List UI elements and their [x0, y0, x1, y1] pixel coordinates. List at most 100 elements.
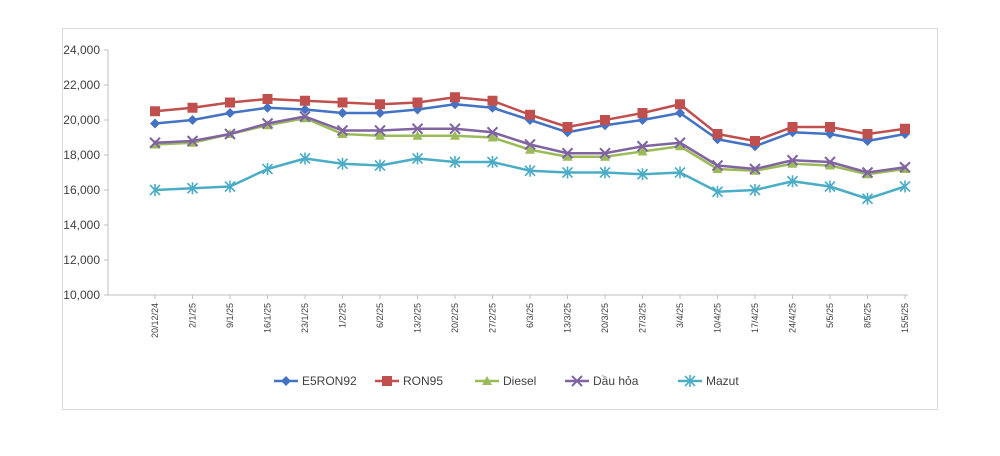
data-point: [674, 137, 686, 149]
data-point: [487, 95, 498, 106]
data-point: [186, 182, 199, 195]
data-point: [862, 129, 873, 139]
data-point: [337, 129, 348, 138]
data-point: [636, 168, 649, 181]
data-point: [861, 192, 874, 205]
data-point: [562, 151, 573, 161]
x-tick-label: 23/1/25: [300, 303, 310, 333]
data-point: [861, 166, 874, 179]
data-point: [749, 163, 761, 175]
x-tick-label: 27/3/25: [638, 303, 648, 333]
data-point: [599, 147, 611, 159]
data-point: [411, 123, 424, 135]
x-tick-label: 13/2/25: [413, 303, 423, 333]
data-point: [636, 140, 649, 152]
data-point: [900, 123, 910, 134]
data-point: [600, 151, 610, 161]
y-tick-label: 16,000: [63, 183, 100, 197]
data-point: [824, 180, 836, 193]
data-point: [374, 124, 386, 137]
data-point: [261, 117, 274, 130]
data-point: [600, 115, 610, 125]
data-point: [412, 130, 423, 140]
data-point: [487, 132, 498, 142]
x-tick-label: 8/5/25: [863, 303, 873, 328]
data-point: [450, 130, 460, 140]
x-tick-label: 24/4/25: [788, 303, 798, 333]
data-point: [449, 156, 461, 168]
data-point: [711, 159, 724, 172]
legend-marker: [482, 376, 492, 385]
data-point: [300, 104, 310, 115]
data-point: [299, 110, 311, 123]
x-tick-label: 20/2/25: [450, 303, 460, 333]
legend-marker: [571, 375, 583, 387]
x-tick-label: 3/4/25: [675, 303, 685, 328]
data-point: [749, 184, 761, 196]
x-tick-label: 15/5/25: [900, 303, 910, 333]
data-point: [899, 161, 911, 173]
data-point: [786, 154, 799, 166]
x-tick-label: 5/5/25: [825, 303, 835, 328]
data-point: [149, 137, 161, 149]
data-point: [786, 175, 799, 188]
data-point: [337, 108, 348, 118]
x-tick-label: 13/3/25: [563, 303, 573, 333]
x-tick-label: 6/2/25: [375, 303, 385, 328]
x-tick-label: 20/3/25: [600, 303, 610, 333]
data-point: [562, 122, 573, 132]
data-point: [711, 185, 724, 198]
data-point: [712, 164, 723, 173]
y-tick-label: 24,000: [63, 43, 100, 57]
data-point: [561, 166, 574, 179]
data-point: [375, 99, 385, 110]
legend-label: E5RON92: [302, 374, 357, 388]
data-point: [187, 102, 198, 113]
data-point: [375, 108, 385, 118]
x-tick-label: 17/4/25: [750, 303, 760, 333]
data-point: [899, 180, 911, 193]
y-tick-label: 20,000: [63, 113, 100, 127]
data-point: [375, 130, 385, 140]
data-point: [674, 166, 686, 179]
data-point: [787, 122, 798, 132]
data-point: [412, 97, 423, 108]
data-point: [525, 144, 535, 154]
data-point: [299, 152, 311, 165]
data-point: [637, 108, 648, 118]
data-point: [224, 180, 236, 193]
data-point: [524, 164, 536, 177]
data-point: [787, 158, 798, 168]
legend-label: Mazut: [706, 374, 739, 388]
data-point: [561, 147, 574, 159]
data-point: [374, 159, 386, 172]
x-tick-label: 10/4/25: [713, 303, 723, 333]
data-point: [825, 160, 835, 170]
legend-label: Dầu hỏa: [593, 374, 639, 388]
data-point: [525, 109, 535, 120]
x-tick-label: 9/1/25: [225, 303, 235, 328]
data-point: [337, 97, 348, 108]
legend-marker: [684, 375, 696, 387]
x-tick-label: 20/12/24: [150, 303, 160, 338]
legend-label: RON95: [403, 374, 443, 388]
data-point: [825, 122, 835, 132]
data-point: [262, 102, 273, 113]
data-point: [262, 94, 273, 104]
data-point: [336, 157, 349, 170]
data-point: [449, 123, 461, 135]
x-tick-label: 1/2/25: [338, 303, 348, 328]
y-tick-label: 10,000: [63, 288, 100, 302]
data-point: [224, 128, 236, 140]
data-point: [150, 118, 160, 129]
legend-marker: [281, 376, 291, 386]
data-point: [450, 92, 460, 103]
data-point: [486, 156, 499, 168]
data-point: [261, 163, 274, 175]
data-point: [300, 95, 310, 106]
x-tick-label: 6/3/25: [525, 303, 535, 328]
data-point: [675, 99, 685, 110]
data-point: [336, 124, 349, 137]
